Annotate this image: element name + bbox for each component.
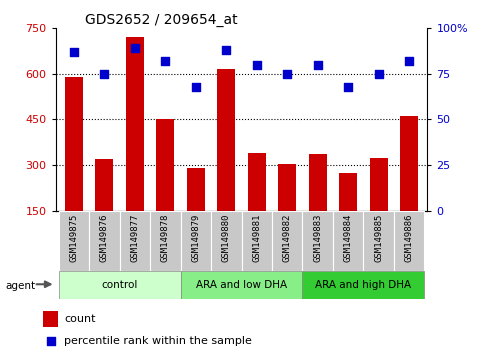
Point bbox=[284, 71, 291, 77]
Text: control: control bbox=[101, 280, 138, 290]
Bar bbox=[394, 211, 425, 271]
Text: GSM149885: GSM149885 bbox=[374, 214, 383, 262]
Bar bbox=[181, 211, 211, 271]
Bar bbox=[302, 211, 333, 271]
Text: GSM149882: GSM149882 bbox=[283, 214, 292, 262]
Bar bbox=[95, 159, 114, 256]
Bar bbox=[65, 77, 83, 256]
Text: GSM149886: GSM149886 bbox=[405, 214, 413, 262]
Point bbox=[253, 62, 261, 68]
Text: GSM149884: GSM149884 bbox=[344, 214, 353, 262]
Bar bbox=[309, 154, 327, 256]
Bar bbox=[89, 211, 120, 271]
Point bbox=[131, 46, 139, 51]
Bar bbox=[43, 311, 58, 327]
Text: GSM149879: GSM149879 bbox=[191, 214, 200, 262]
Bar bbox=[333, 211, 363, 271]
Text: GSM149880: GSM149880 bbox=[222, 214, 231, 262]
Text: GSM149883: GSM149883 bbox=[313, 214, 322, 262]
Bar bbox=[150, 211, 181, 271]
Point bbox=[405, 58, 413, 64]
Bar bbox=[156, 119, 174, 256]
Text: GSM149877: GSM149877 bbox=[130, 214, 139, 262]
Bar bbox=[363, 211, 394, 271]
Bar bbox=[369, 158, 388, 256]
Bar bbox=[120, 211, 150, 271]
Text: GSM149876: GSM149876 bbox=[100, 214, 109, 262]
Point bbox=[161, 58, 169, 64]
Bar bbox=[339, 173, 357, 256]
Text: percentile rank within the sample: percentile rank within the sample bbox=[64, 336, 252, 346]
Bar bbox=[58, 211, 89, 271]
Bar bbox=[126, 38, 144, 256]
Bar bbox=[211, 211, 242, 271]
Point bbox=[314, 62, 322, 68]
Bar bbox=[186, 168, 205, 256]
Bar bbox=[58, 271, 181, 299]
Bar bbox=[217, 69, 235, 256]
Text: GSM149881: GSM149881 bbox=[252, 214, 261, 262]
Text: GDS2652 / 209654_at: GDS2652 / 209654_at bbox=[85, 13, 238, 27]
Bar bbox=[278, 164, 297, 256]
Bar bbox=[302, 271, 425, 299]
Text: count: count bbox=[64, 314, 96, 324]
Text: ARA and high DHA: ARA and high DHA bbox=[315, 280, 412, 290]
Point bbox=[222, 47, 230, 53]
Text: agent: agent bbox=[6, 281, 36, 291]
Point bbox=[192, 84, 199, 90]
Bar bbox=[242, 211, 272, 271]
Text: GSM149875: GSM149875 bbox=[70, 214, 78, 262]
Text: ARA and low DHA: ARA and low DHA bbox=[196, 280, 287, 290]
Point bbox=[70, 49, 78, 55]
Point bbox=[100, 71, 108, 77]
Bar bbox=[272, 211, 302, 271]
Text: GSM149878: GSM149878 bbox=[161, 214, 170, 262]
Bar bbox=[400, 116, 418, 256]
Point bbox=[47, 338, 55, 344]
Bar bbox=[181, 271, 302, 299]
Bar bbox=[248, 153, 266, 256]
Point bbox=[344, 84, 352, 90]
Point bbox=[375, 71, 383, 77]
